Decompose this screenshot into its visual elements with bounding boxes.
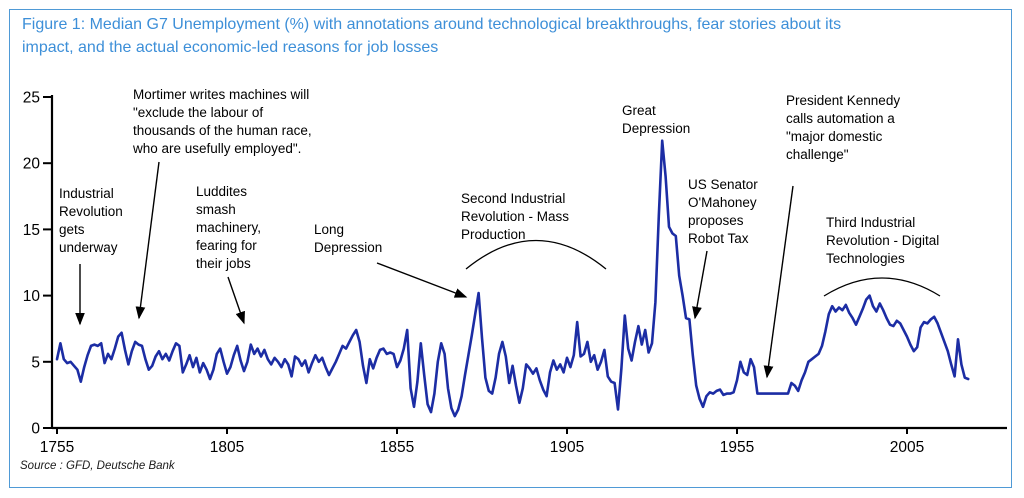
y-tick-label: 15: [23, 222, 40, 239]
annotation-mortimer-quote: Mortimer writes machines will "exclude t…: [133, 87, 312, 156]
annotation-third-industrial-revolution: Third Industrial Revolution - Digital Te…: [826, 215, 940, 266]
annotation-arc: [823, 277, 941, 297]
annotation-arrow: [692, 250, 708, 320]
series: [55, 139, 970, 418]
annotation-arrow: [763, 185, 794, 379]
annotation-arrow: [227, 276, 245, 325]
annotation-second-industrial-revolution: Second Industrial Revolution - Mass Prod…: [461, 191, 570, 242]
source-note: Source : GFD, Deutsche Bank: [20, 460, 175, 472]
x-tick-label: 1855: [380, 439, 414, 456]
annotation-pointers: [75, 161, 941, 379]
y-tick-label: 5: [31, 354, 40, 371]
y-tick-label: 0: [31, 421, 40, 438]
x-tick-label: 1905: [550, 439, 584, 456]
annotation-luddites: Luddites smash machinery, fearing for th…: [196, 184, 262, 271]
x-tick-label: 1805: [210, 439, 244, 456]
annotation-arc: [465, 240, 607, 270]
axes: 0 5 10 15 20 25 1755 1805 1855 1905 1955 2005: [23, 90, 1007, 456]
x-tick-label: 1955: [720, 439, 754, 456]
y-tick-label: 25: [23, 90, 40, 107]
figure-title: Figure 1: Median G7 Unemployment (%) wit…: [22, 16, 842, 56]
annotation-robot-tax: US Senator O'Mahoney proposes Robot Tax: [688, 177, 758, 246]
y-tick-label: 20: [23, 156, 41, 173]
annotation-industrial-revolution: Industrial Revolution gets underway: [59, 186, 123, 255]
annotation-arrow: [376, 262, 468, 298]
annotation-long-depression: Long Depression: [314, 222, 383, 255]
x-tick-label: 2005: [890, 439, 924, 456]
annotation-great-depression: Great Depression: [622, 103, 691, 136]
x-tick-label: 1755: [40, 439, 74, 456]
annotation-arrow: [135, 161, 160, 320]
unemployment-series-line: [55, 139, 970, 418]
annotation-kennedy-automation: President Kennedy calls automation a "ma…: [786, 93, 901, 162]
y-tick-label: 10: [23, 288, 41, 305]
